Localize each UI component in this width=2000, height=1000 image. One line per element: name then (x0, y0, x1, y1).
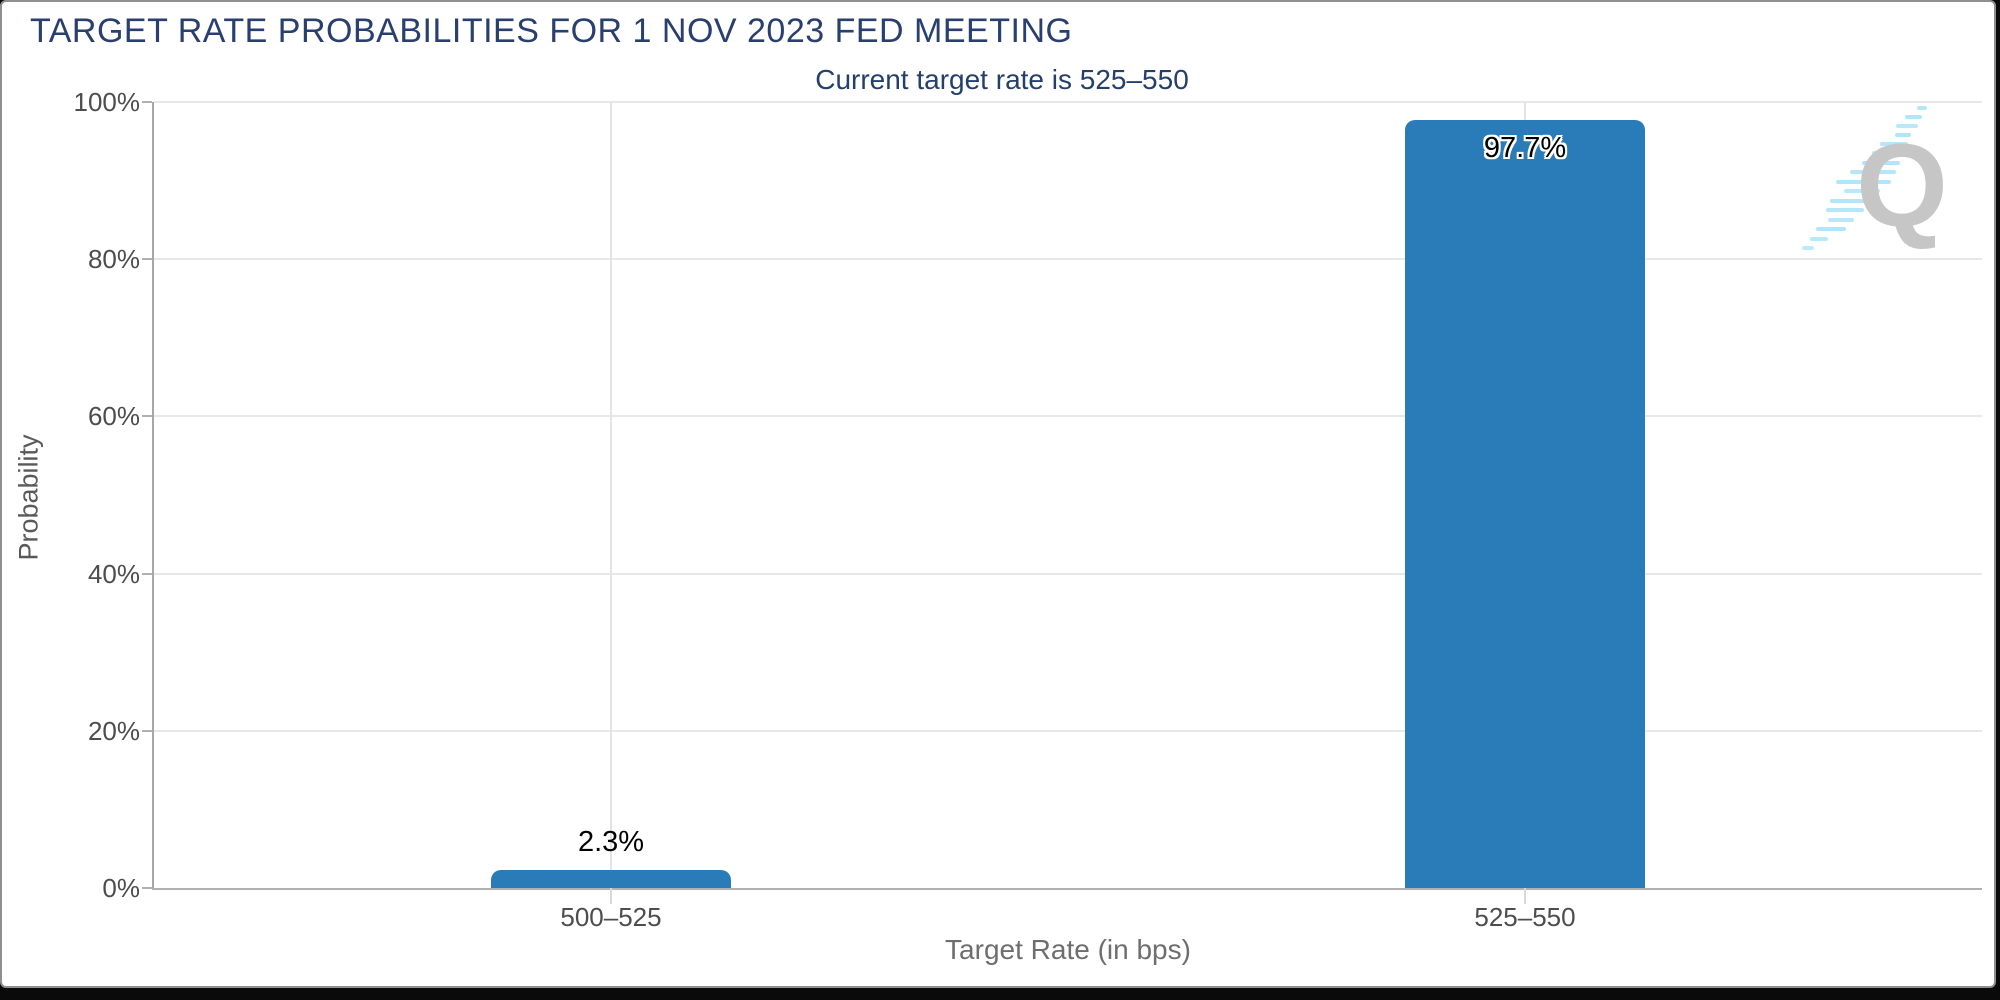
y-tick-mark (142, 258, 152, 261)
x-tick-label: 525–550 (1474, 902, 1576, 932)
y-tick-label: 100% (73, 87, 141, 117)
y-tick-mark (142, 887, 152, 889)
x-axis-title: Target Rate (in bps) (945, 934, 1191, 965)
y-tick-label: 0% (102, 873, 140, 903)
probability-bar (491, 869, 731, 888)
x-tick-mark (1524, 888, 1526, 904)
bar-value-label: 2.3% (577, 825, 645, 858)
x-tick-label: 500–525 (560, 902, 662, 932)
x-axis-line (152, 888, 1982, 890)
gridline-horizontal (154, 415, 1982, 418)
gridline-horizontal (154, 729, 1982, 732)
y-tick-label: 20% (87, 715, 140, 746)
plot-area: 0% 20% 40% 60% 80% 100% 2.3% 500–525 97.7% 525–55… (74, 89, 1982, 932)
y-tick-mark (142, 572, 152, 575)
gridline-vertical (610, 102, 612, 888)
y-tick-mark (142, 101, 152, 103)
gridline-horizontal (154, 258, 1982, 261)
y-tick-label: 60% (87, 401, 140, 432)
y-tick-label: 40% (87, 558, 140, 589)
chart-subtitle: Current target rate is 525–550 (815, 64, 1189, 95)
y-axis-line (152, 102, 154, 888)
chart-title: TARGET RATE PROBABILITIES FOR 1 NOV 2023… (30, 12, 1073, 50)
probability-bar (1405, 120, 1645, 888)
logo-dash-stripe (1802, 106, 1927, 250)
y-tick-mark (142, 729, 152, 732)
logo-q-letter: Q (1856, 120, 1948, 252)
gridline-horizontal (154, 101, 1982, 103)
gridline-horizontal (154, 572, 1982, 575)
x-tick-mark (610, 888, 612, 904)
bar-value-label: 97.7% (1483, 132, 1567, 165)
quikstrike-q-logo: Q (1802, 106, 1948, 252)
y-tick-mark (142, 415, 152, 418)
y-axis-title: Probability (13, 434, 44, 561)
y-tick-label: 80% (87, 244, 140, 275)
